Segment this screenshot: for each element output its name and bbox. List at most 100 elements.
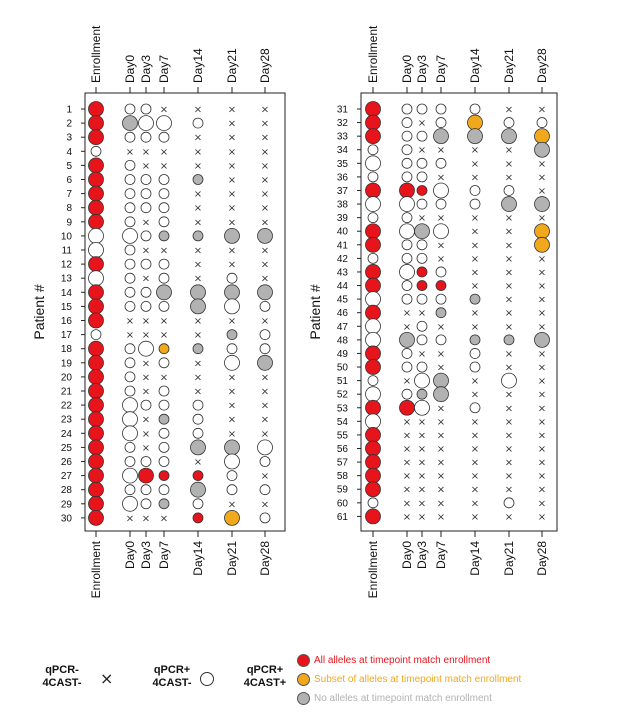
mark-open-circle	[401, 171, 413, 183]
patient-label: 30	[61, 513, 73, 524]
mark-cross: ×	[228, 316, 236, 327]
mark-cross: ×	[505, 254, 513, 265]
patient-label: 7	[66, 189, 72, 200]
mark-cross: ×	[403, 471, 411, 482]
mark-open-circle	[401, 103, 413, 115]
mark-gray-circle	[534, 141, 550, 158]
mark-cross: ×	[538, 349, 546, 360]
mark-cross: ×	[471, 376, 479, 387]
mark-open-circle	[469, 348, 481, 359]
mark-open-circle	[124, 202, 136, 214]
mark-cross: ×	[261, 387, 269, 398]
mark-cross: ×	[437, 213, 445, 224]
mark-orange-circle	[534, 236, 550, 253]
mark-open-circle	[501, 372, 517, 389]
mark-cross: ×	[505, 172, 513, 183]
mark-open-circle	[365, 155, 381, 172]
mark-cross: ×	[505, 322, 513, 333]
mark-cross: ×	[261, 161, 269, 172]
mark-cross: ×	[418, 417, 426, 428]
mark-gray-circle	[469, 293, 481, 305]
mark-open-circle	[365, 196, 381, 212]
mark-red-circle	[88, 298, 104, 315]
mark-orange-circle	[467, 114, 483, 131]
mark-open-circle	[503, 185, 515, 196]
panel-frame-2	[360, 92, 558, 532]
mark-open-circle	[367, 497, 379, 509]
mark-red-circle	[365, 182, 381, 199]
patient-label: 60	[337, 498, 349, 509]
mark-cross: ×	[261, 401, 269, 412]
column-label-top: Day3	[415, 55, 429, 83]
mark-red-circle	[88, 425, 104, 442]
mark-open-circle	[122, 495, 138, 512]
column-label-top: Day21	[225, 48, 239, 83]
mark-cross: ×	[538, 159, 546, 170]
mark-open-circle	[140, 456, 152, 467]
mark-open-circle	[416, 239, 428, 251]
mark-open-circle	[401, 361, 413, 373]
mark-open-circle	[469, 103, 481, 115]
mark-cross: ×	[505, 471, 513, 482]
mark-red-circle	[365, 508, 381, 525]
patient-label: 12	[61, 260, 73, 271]
mark-open-circle	[140, 103, 152, 115]
mark-cross: ×	[437, 512, 445, 523]
mark-open-circle	[140, 174, 152, 185]
patient-label: 14	[61, 288, 73, 299]
mark-cross: ×	[437, 498, 445, 509]
mark-open-circle	[158, 427, 170, 439]
mark-cross: ×	[194, 246, 202, 257]
mark-open-circle	[158, 272, 170, 284]
mark-cross: ×	[403, 376, 411, 387]
mark-open-circle	[224, 453, 240, 470]
mark-gray-circle	[433, 386, 449, 403]
mark-open-circle	[367, 171, 379, 183]
mark-cross: ×	[505, 295, 513, 306]
mark-cross: ×	[437, 322, 445, 333]
mark-open-circle	[140, 498, 152, 510]
mark-cross: ×	[471, 390, 479, 401]
mark-open-circle	[416, 130, 428, 142]
patient-label: 31	[337, 105, 349, 116]
mark-open-circle	[416, 103, 428, 115]
mark-open-circle	[401, 239, 413, 251]
mark-cross: ×	[505, 363, 513, 374]
mark-cross: ×	[228, 429, 236, 440]
mark-red-circle	[88, 256, 104, 273]
mark-red-circle	[88, 115, 104, 131]
mark-cross: ×	[194, 133, 202, 144]
mark-open-circle	[140, 300, 152, 312]
mark-gray-circle	[469, 334, 481, 346]
mark-cross: ×	[142, 513, 150, 524]
patient-label: 9	[66, 217, 72, 228]
mark-cross: ×	[261, 217, 269, 228]
mark-red-circle	[416, 185, 428, 196]
mark-cross: ×	[471, 159, 479, 170]
mark-cross: ×	[538, 471, 546, 482]
mark-cross: ×	[403, 444, 411, 455]
column-label-top: Enrollment	[89, 25, 103, 83]
mark-cross: ×	[471, 281, 479, 292]
mark-cross: ×	[194, 105, 202, 116]
mark-cross: ×	[471, 227, 479, 238]
mark-open-circle	[435, 293, 447, 305]
mark-gray-circle	[190, 439, 206, 456]
patient-label: 15	[61, 302, 73, 313]
patient-label: 59	[337, 485, 349, 496]
patient-label: 49	[337, 349, 349, 360]
mark-open-circle	[401, 348, 413, 359]
mark-cross: ×	[505, 512, 513, 523]
mark-cross: ×	[471, 254, 479, 265]
mark-cross: ×	[471, 145, 479, 156]
mark-cross: ×	[142, 246, 150, 257]
mark-cross: ×	[505, 267, 513, 278]
mark-open-circle	[416, 171, 428, 183]
mark-open-circle	[414, 399, 430, 416]
mark-open-circle	[259, 484, 271, 496]
mark-open-circle	[156, 115, 172, 131]
mark-gray-circle	[224, 284, 240, 301]
mark-gray-circle	[501, 128, 517, 145]
column-label-top: Day14	[191, 48, 205, 83]
mark-gray-circle	[190, 284, 206, 301]
